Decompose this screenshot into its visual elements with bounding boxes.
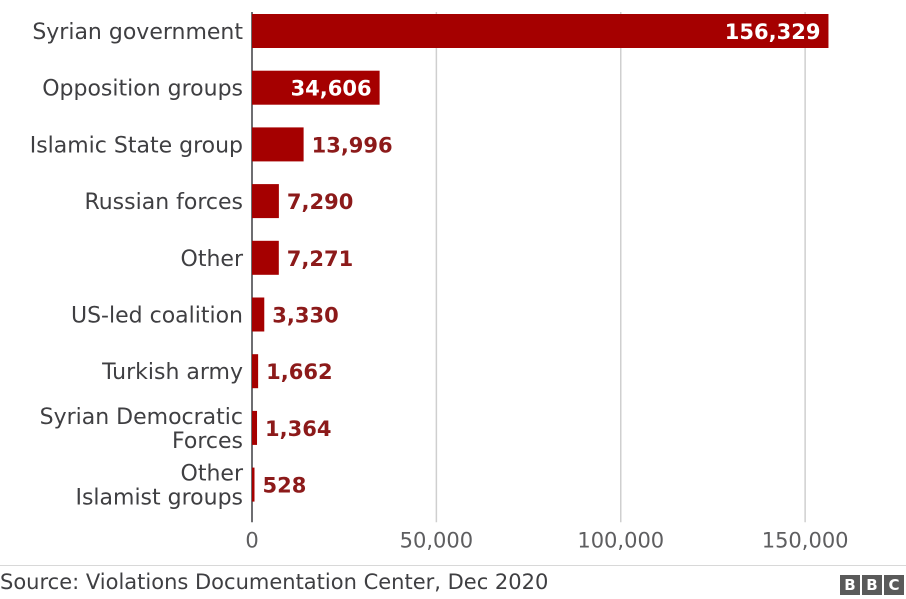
logo-letter: B bbox=[840, 575, 860, 595]
x-tick-label: 150,000 bbox=[762, 528, 849, 552]
value-label: 7,290 bbox=[287, 190, 353, 214]
category-label: Turkish army bbox=[101, 360, 243, 385]
value-label: 34,606 bbox=[291, 77, 372, 101]
footer-divider bbox=[0, 565, 906, 566]
bar bbox=[252, 297, 265, 332]
logo-letter: B bbox=[862, 575, 882, 595]
bars bbox=[252, 14, 829, 502]
category-label: Islamic State group bbox=[30, 133, 243, 158]
bar bbox=[252, 14, 829, 48]
value-labels: 156,329 34,606 13,996 7,290 7,271 3,330 1,662 1… bbox=[263, 20, 821, 498]
x-tick-label: 50,000 bbox=[400, 528, 473, 552]
bar bbox=[252, 184, 279, 219]
bar bbox=[252, 127, 304, 162]
bar-chart: Syrian government Opposition groups Islami… bbox=[30, 12, 849, 552]
bar bbox=[252, 70, 380, 105]
bar bbox=[252, 240, 279, 275]
category-label: Opposition groups bbox=[42, 77, 243, 102]
category-labels: Syrian government Opposition groups Islami… bbox=[30, 20, 244, 511]
category-label: US-led coalition bbox=[71, 304, 243, 329]
category-label: Other bbox=[181, 247, 244, 272]
value-label: 528 bbox=[263, 474, 307, 498]
value-label: 3,330 bbox=[272, 304, 338, 328]
value-label: 1,662 bbox=[266, 360, 332, 384]
value-label: 7,271 bbox=[287, 247, 353, 271]
x-tick-label: 100,000 bbox=[577, 528, 664, 552]
bar bbox=[252, 410, 258, 445]
value-label: 13,996 bbox=[312, 133, 393, 157]
category-label: Other bbox=[181, 462, 244, 487]
category-label: Forces bbox=[172, 429, 243, 454]
category-label: Russian forces bbox=[84, 190, 243, 215]
logo-letter: C bbox=[884, 575, 904, 595]
x-tick-label: 0 bbox=[245, 528, 258, 552]
category-label: Syrian Democratic bbox=[40, 405, 243, 430]
bbc-logo: B B C bbox=[840, 575, 904, 595]
category-label: Islamist groups bbox=[75, 486, 243, 511]
value-label: 1,364 bbox=[265, 417, 331, 441]
bar bbox=[252, 467, 255, 502]
category-label: Syrian government bbox=[32, 20, 243, 45]
x-axis-tick-labels: 0 50,000 100,000 150,000 bbox=[245, 528, 848, 552]
bar bbox=[252, 354, 259, 389]
value-label: 156,329 bbox=[725, 20, 821, 44]
source-note: Source: Violations Documentation Center,… bbox=[0, 570, 549, 594]
